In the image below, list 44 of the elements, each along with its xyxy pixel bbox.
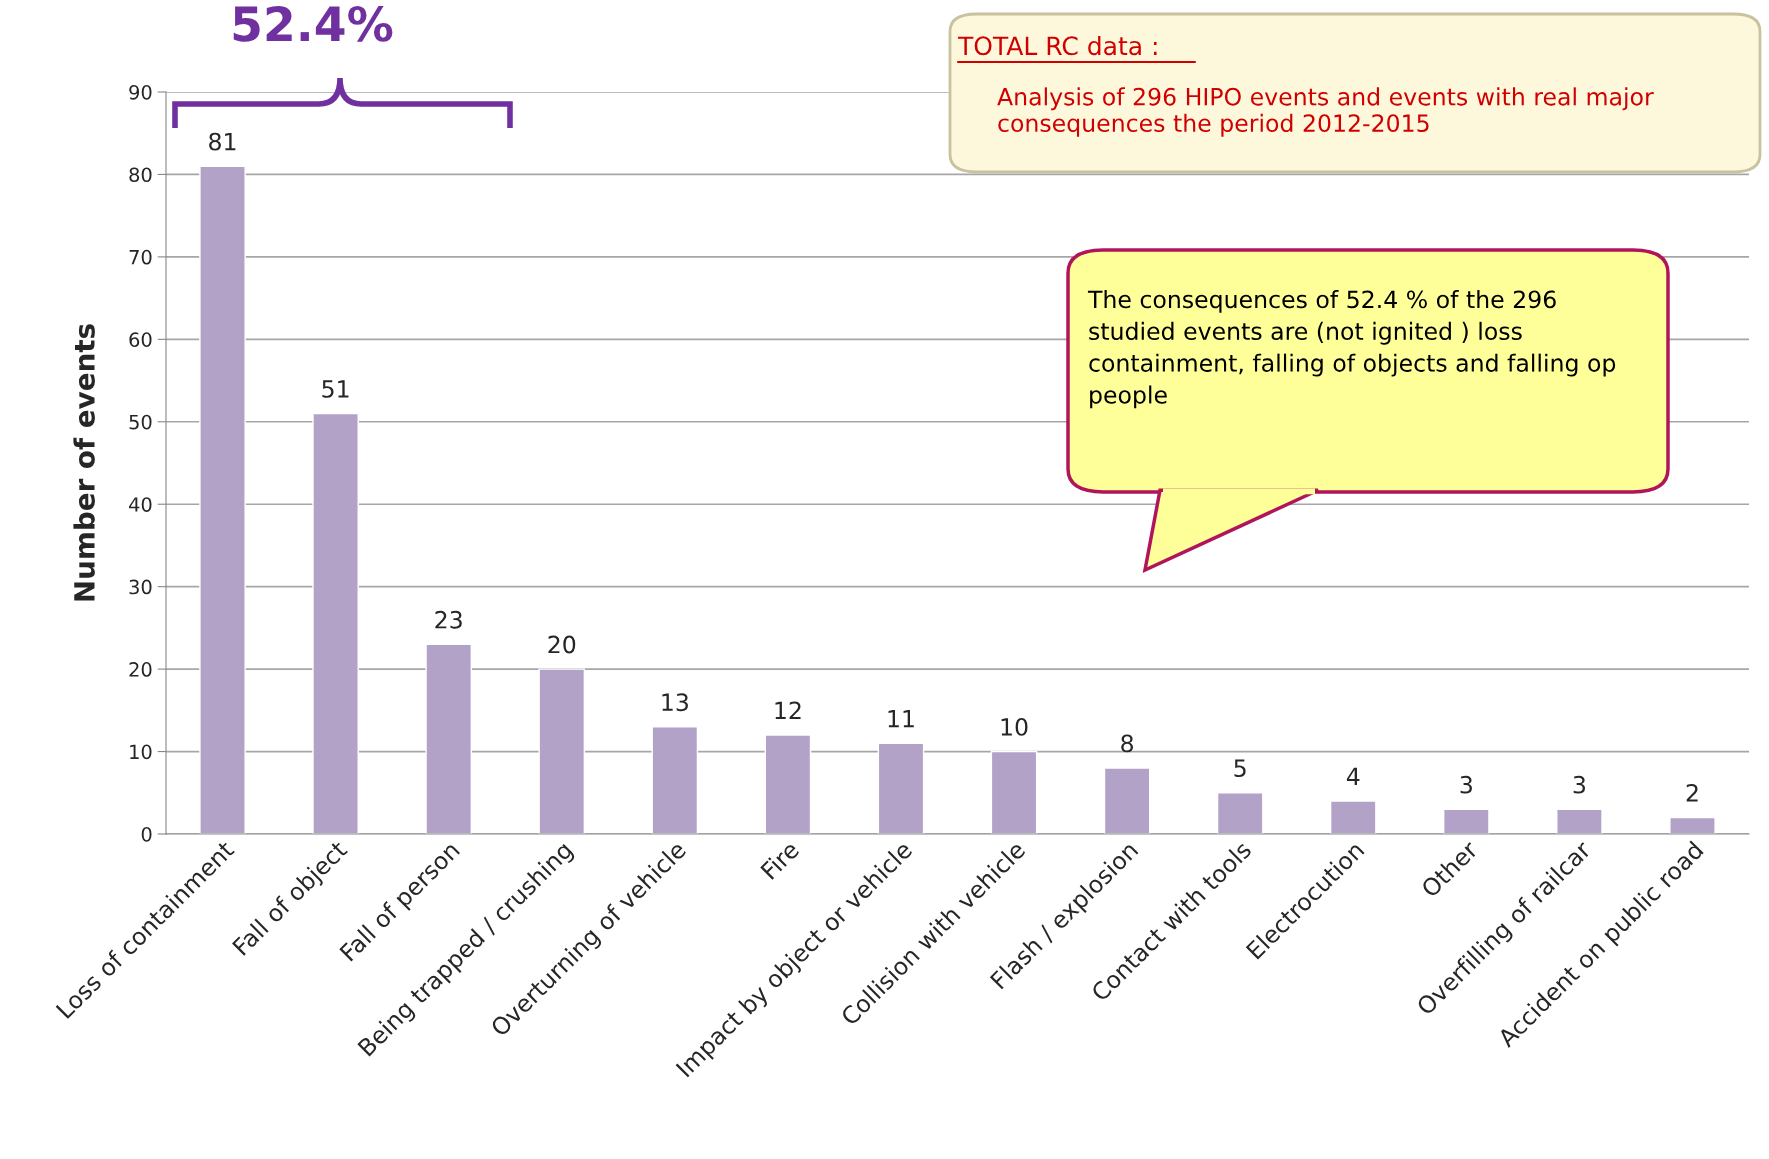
y-tick-label: 90: [129, 84, 152, 100]
bar: [1556, 808, 1603, 834]
bar: [1216, 792, 1264, 834]
data-label: 10: [1001, 718, 1028, 736]
data-label: 51: [322, 380, 349, 398]
data-label: 5: [1234, 759, 1246, 778]
y-tick-label: 60: [129, 332, 152, 347]
bar: [312, 412, 359, 834]
data-label: 3: [1460, 775, 1472, 794]
data-label: 20: [548, 635, 576, 654]
y-tick-label: 80: [129, 167, 152, 183]
annotation: Analysis of 296 HIPO events and events with real major consequences the period 2012-2015: [997, 87, 1654, 137]
annotation: The consequences of 52.4 % of the 296 studied events are (not ignited ) loss containment, falling of objects and falling op people: [1087, 290, 1616, 409]
data-label: 81: [209, 132, 236, 151]
data-label: 4: [1346, 767, 1360, 785]
bar: [1103, 767, 1151, 834]
y-tick-label: 70: [129, 249, 152, 265]
bar: [764, 734, 812, 834]
x-tick-label: Fire: [759, 839, 800, 880]
bar: [425, 643, 472, 834]
data-label: 13: [662, 693, 688, 712]
bar: [651, 726, 699, 834]
text: TOTAL RC data :: [957, 35, 1157, 56]
bar: [877, 742, 925, 834]
text: 52.4%: [233, 5, 393, 42]
bar: [990, 750, 1038, 834]
bar: [199, 165, 246, 834]
y-tick-label: 30: [129, 579, 152, 595]
y-tick-label: 40: [129, 497, 152, 512]
y-tick-label: 0: [141, 826, 152, 842]
bar: [1669, 816, 1716, 834]
bar: [538, 668, 586, 834]
y-axis-title: Number of events: [73, 324, 95, 601]
y-tick-label: 50: [129, 414, 152, 430]
data-label: 8: [1121, 734, 1133, 753]
bar: [1443, 808, 1490, 834]
y-tick-label: 10: [130, 744, 152, 760]
bar: [1329, 800, 1377, 834]
data-label: 2: [1686, 783, 1698, 802]
data-label: 23: [435, 610, 462, 629]
data-label: 12: [775, 701, 801, 720]
y-tick-label: 20: [129, 662, 152, 677]
data-label: 11: [888, 710, 914, 728]
data-label: 3: [1573, 775, 1586, 794]
